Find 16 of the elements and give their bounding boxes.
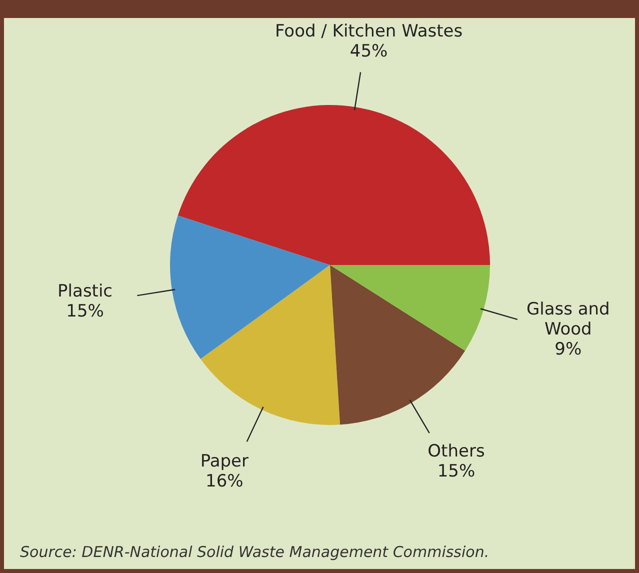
data-label: 45%	[350, 42, 388, 62]
slice-label: Glass and Wood	[526, 299, 610, 340]
pie-slice	[330, 265, 466, 425]
pie-slice	[200, 265, 340, 425]
data-label: 16%	[206, 472, 244, 492]
data-label: 15%	[66, 302, 104, 322]
slice-label: Food / Kitchen Wastes	[275, 22, 463, 42]
slice-label: Plastic	[58, 282, 113, 302]
data-label: 15%	[437, 462, 476, 482]
pie-slice	[330, 265, 490, 351]
data-label: 9%	[554, 339, 582, 360]
slice-label: Paper	[200, 452, 248, 472]
pie-slice	[178, 105, 490, 265]
source-note: Source: DENR-National Solid Waste Management Commission.	[20, 543, 490, 561]
pie-slice	[170, 216, 330, 360]
slice-label: Others	[428, 442, 485, 462]
